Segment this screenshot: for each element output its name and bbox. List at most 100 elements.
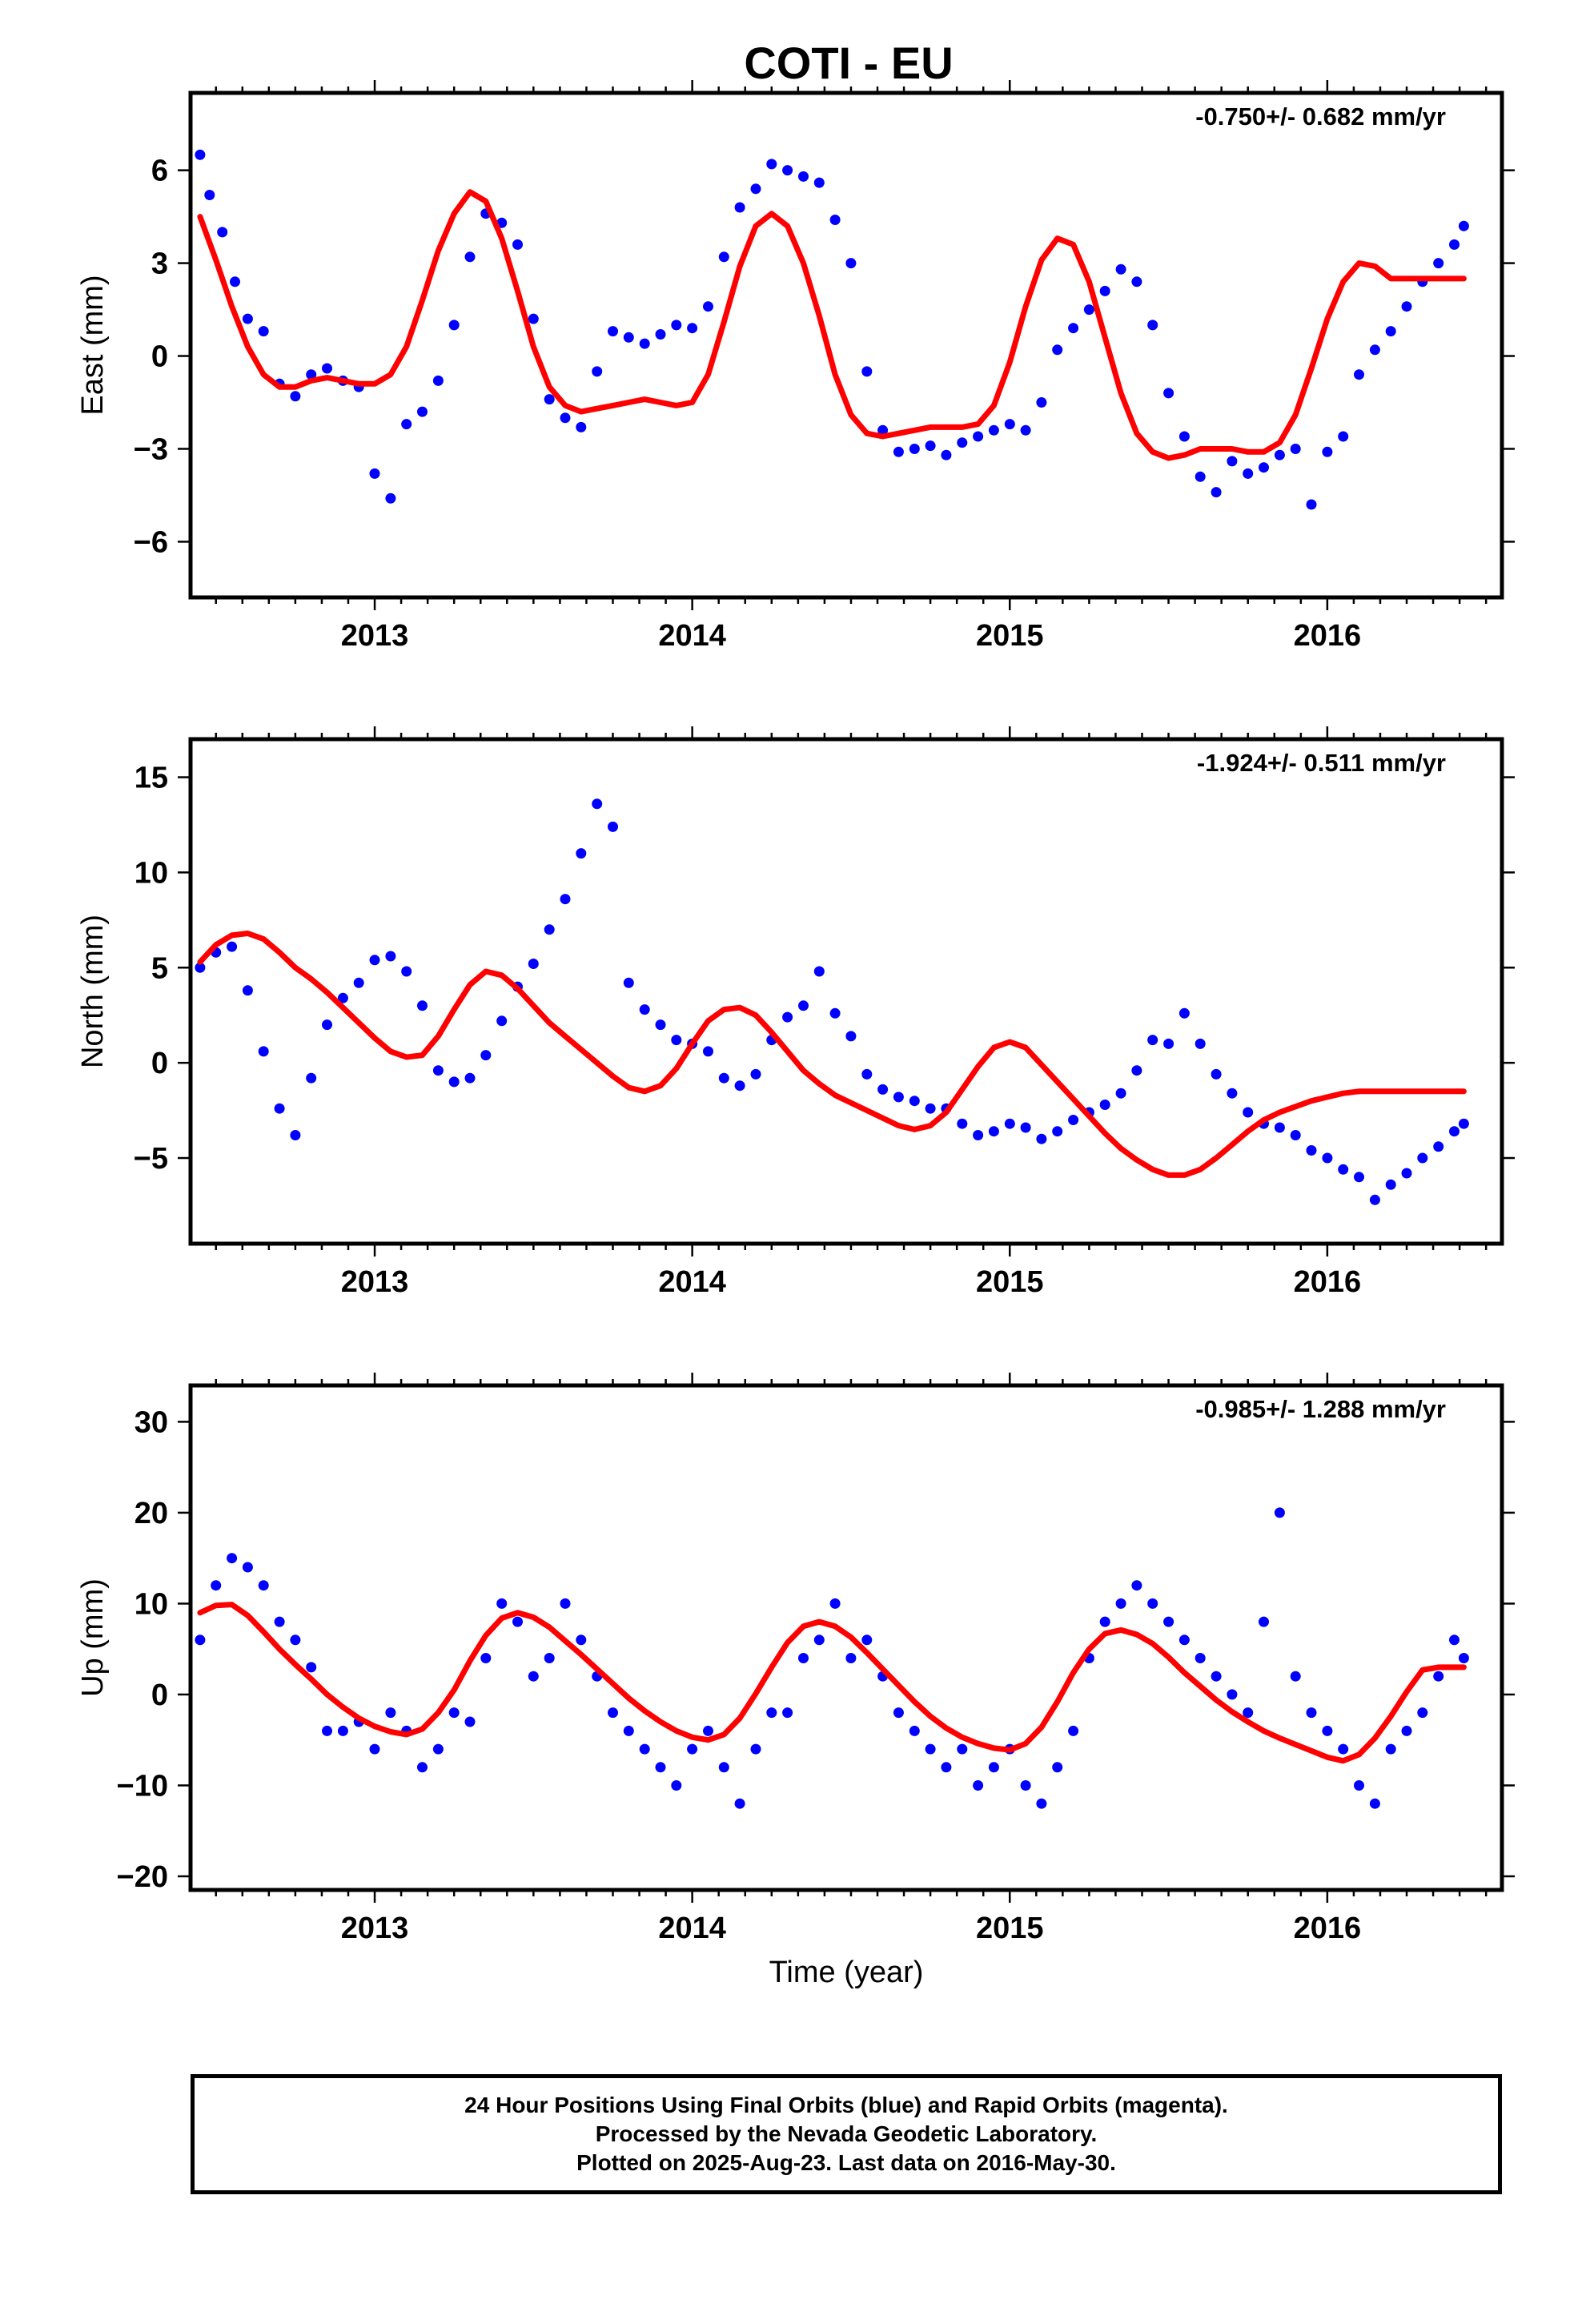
data-point bbox=[1433, 1141, 1444, 1152]
rate-label: -0.985+/- 1.288 mm/yr bbox=[1195, 1395, 1446, 1423]
data-point bbox=[861, 1634, 873, 1646]
plot-frame bbox=[188, 737, 1504, 1246]
data-point bbox=[480, 1653, 492, 1663]
data-point bbox=[1115, 1088, 1126, 1099]
data-point bbox=[1354, 1172, 1364, 1183]
data-point bbox=[528, 959, 539, 969]
data-point bbox=[1354, 369, 1364, 380]
data-point bbox=[1322, 446, 1333, 457]
data-point bbox=[464, 1716, 476, 1727]
data-point bbox=[1163, 1038, 1174, 1049]
data-point bbox=[512, 239, 523, 250]
data-point bbox=[845, 1653, 857, 1663]
footer-line-3: Plotted on 2025-Aug-23. Last data on 201… bbox=[576, 2150, 1116, 2175]
data-point bbox=[401, 966, 412, 977]
model-fit-line bbox=[197, 931, 1467, 1178]
data-point bbox=[1147, 320, 1158, 331]
data-point bbox=[1322, 1725, 1333, 1736]
data-point bbox=[369, 955, 380, 966]
data-point bbox=[623, 977, 634, 988]
data-point bbox=[1458, 1118, 1469, 1129]
data-point bbox=[1401, 301, 1412, 312]
data-point bbox=[1211, 1671, 1222, 1682]
footer-line-1: 24 Hour Positions Using Final Orbits (bl… bbox=[464, 2093, 1228, 2117]
data-point bbox=[401, 419, 412, 430]
data-point bbox=[242, 313, 253, 324]
data-point bbox=[718, 1072, 729, 1084]
data-point bbox=[845, 258, 857, 269]
data-point bbox=[1020, 1780, 1031, 1791]
data-point bbox=[432, 1065, 444, 1076]
data-point bbox=[1290, 1130, 1301, 1140]
data-point bbox=[877, 1084, 889, 1095]
data-point bbox=[1433, 1671, 1444, 1682]
data-point bbox=[782, 1707, 793, 1719]
data-point bbox=[957, 437, 968, 448]
data-point bbox=[1385, 1179, 1396, 1190]
data-point bbox=[1131, 1580, 1142, 1591]
data-point bbox=[1052, 344, 1063, 356]
x-tick-label: 2016 bbox=[1294, 619, 1362, 653]
y-tick-label: 30 bbox=[135, 1405, 168, 1439]
data-point bbox=[528, 313, 539, 324]
data-point bbox=[1290, 444, 1301, 454]
data-point bbox=[893, 446, 904, 457]
data-point bbox=[1227, 1689, 1238, 1700]
data-point bbox=[703, 1046, 713, 1057]
data-point bbox=[258, 1580, 269, 1591]
data-point bbox=[925, 1103, 936, 1114]
data-point bbox=[1369, 1194, 1380, 1205]
data-point bbox=[782, 165, 793, 176]
data-point bbox=[655, 329, 666, 340]
data-point bbox=[909, 444, 920, 454]
data-point bbox=[798, 1000, 809, 1011]
data-point bbox=[448, 320, 460, 331]
x-tick-label: 2014 bbox=[658, 1265, 726, 1299]
data-point bbox=[1115, 1598, 1126, 1609]
data-point bbox=[544, 1653, 555, 1663]
data-point bbox=[1243, 468, 1254, 479]
data-point bbox=[337, 992, 348, 1003]
y-tick-label: 15 bbox=[135, 762, 168, 795]
data-point bbox=[448, 1076, 460, 1088]
data-point bbox=[448, 1707, 460, 1719]
data-point bbox=[195, 1634, 206, 1646]
data-point bbox=[829, 215, 841, 225]
data-point bbox=[766, 1707, 777, 1719]
data-point bbox=[1369, 1798, 1380, 1809]
x-tick-label: 2016 bbox=[1294, 1912, 1362, 1945]
data-point bbox=[306, 1072, 317, 1084]
data-point bbox=[1036, 397, 1047, 408]
data-point bbox=[973, 1780, 984, 1791]
y-tick-label: 0 bbox=[151, 1679, 168, 1712]
data-point bbox=[1163, 1616, 1174, 1627]
y-axis-label: Up (mm) bbox=[76, 1578, 110, 1697]
data-point bbox=[385, 1707, 396, 1719]
data-point bbox=[1259, 462, 1269, 473]
data-point bbox=[1369, 344, 1380, 356]
data-point bbox=[353, 977, 364, 988]
model-fit-line bbox=[197, 1602, 1467, 1764]
data-point bbox=[813, 966, 825, 977]
data-point bbox=[576, 848, 587, 859]
data-point bbox=[1458, 220, 1469, 231]
data-point bbox=[909, 1725, 920, 1736]
data-point bbox=[290, 391, 301, 402]
data-point bbox=[464, 251, 476, 263]
data-point bbox=[655, 1762, 666, 1773]
data-point bbox=[512, 1616, 523, 1627]
data-point bbox=[592, 798, 603, 810]
y-axis-label: East (mm) bbox=[76, 275, 110, 415]
data-point bbox=[671, 320, 682, 331]
data-point bbox=[1306, 1145, 1317, 1156]
data-point bbox=[1417, 1152, 1428, 1164]
data-point bbox=[671, 1035, 682, 1046]
data-point bbox=[322, 1019, 332, 1031]
data-point bbox=[1052, 1126, 1063, 1137]
data-point bbox=[1178, 431, 1190, 442]
data-point bbox=[1131, 276, 1142, 287]
data-point bbox=[576, 421, 587, 432]
data-point bbox=[829, 1598, 841, 1609]
data-point bbox=[1227, 1088, 1238, 1099]
data-point bbox=[941, 449, 952, 460]
